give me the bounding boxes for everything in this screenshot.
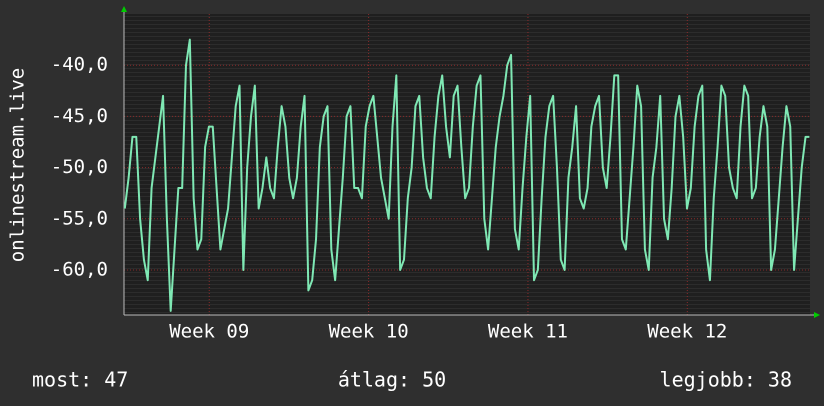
axis-arrow bbox=[814, 312, 820, 318]
y-tick-label: -55,0 bbox=[51, 207, 108, 229]
y-axis-label: onlinestream.live bbox=[7, 68, 29, 262]
y-tick-label: -50,0 bbox=[51, 156, 108, 178]
x-tick-label: Week 11 bbox=[488, 321, 568, 343]
x-tick-label: Week 09 bbox=[169, 321, 249, 343]
x-tick-label: Week 10 bbox=[329, 321, 409, 343]
y-tick-label: -40,0 bbox=[51, 54, 108, 76]
stat-average: átlag: 50 bbox=[338, 368, 446, 392]
stat-current: most: 47 bbox=[32, 368, 128, 392]
y-tick-label: -45,0 bbox=[51, 105, 108, 127]
data-line bbox=[123, 38, 810, 312]
plot-area bbox=[124, 14, 810, 315]
x-tick-label: Week 12 bbox=[647, 321, 727, 343]
axis-arrow bbox=[121, 6, 127, 12]
stat-best: legjobb: 38 bbox=[660, 368, 792, 392]
y-tick-label: -60,0 bbox=[51, 258, 108, 280]
